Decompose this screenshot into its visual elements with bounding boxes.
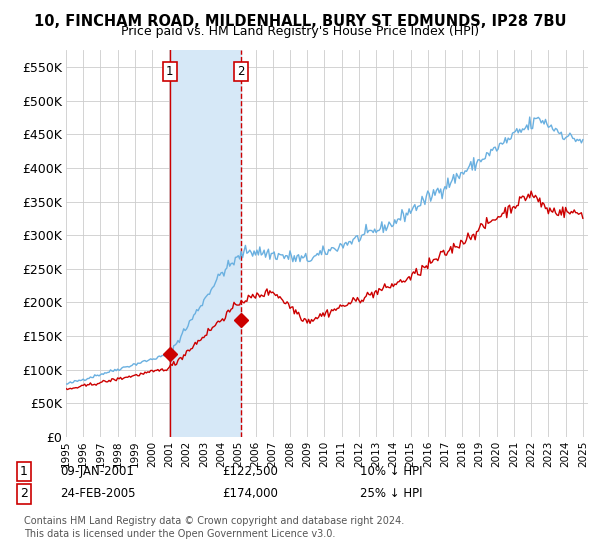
Text: Contains HM Land Registry data © Crown copyright and database right 2024.: Contains HM Land Registry data © Crown c… xyxy=(24,516,404,526)
Text: 10% ↓ HPI: 10% ↓ HPI xyxy=(360,465,422,478)
Bar xyxy=(170,50,241,437)
Text: 09-JAN-2001: 09-JAN-2001 xyxy=(60,465,134,478)
Text: 1: 1 xyxy=(20,465,28,478)
Text: Price paid vs. HM Land Registry's House Price Index (HPI): Price paid vs. HM Land Registry's House … xyxy=(121,25,479,38)
Text: 2: 2 xyxy=(237,66,245,78)
Text: 2: 2 xyxy=(20,487,28,501)
Text: £174,000: £174,000 xyxy=(222,487,278,501)
Text: This data is licensed under the Open Government Licence v3.0.: This data is licensed under the Open Gov… xyxy=(24,529,335,539)
Text: 25% ↓ HPI: 25% ↓ HPI xyxy=(360,487,422,501)
Text: 10, FINCHAM ROAD, MILDENHALL, BURY ST EDMUNDS, IP28 7BU: 10, FINCHAM ROAD, MILDENHALL, BURY ST ED… xyxy=(34,14,566,29)
Text: 24-FEB-2005: 24-FEB-2005 xyxy=(60,487,136,501)
Text: 1: 1 xyxy=(166,66,173,78)
Text: £122,500: £122,500 xyxy=(222,465,278,478)
